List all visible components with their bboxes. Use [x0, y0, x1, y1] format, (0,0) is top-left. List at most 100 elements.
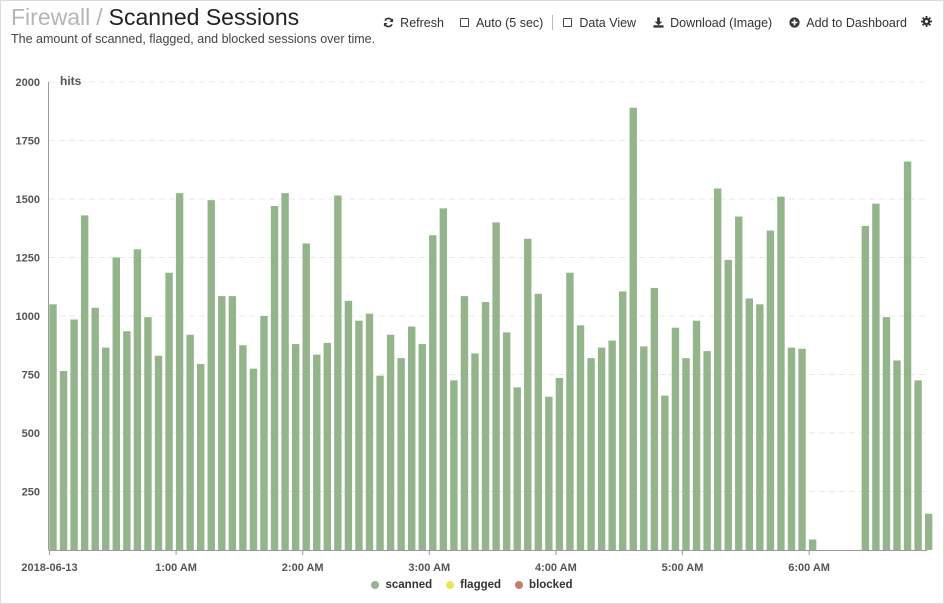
bar-scanned: [376, 375, 384, 550]
breadcrumb: Firewall / Scanned Sessions: [11, 3, 375, 31]
y-tick-label: 2000: [16, 77, 40, 89]
y-tick-label: 500: [22, 428, 40, 440]
bar-scanned: [450, 380, 458, 550]
bar-scanned: [260, 316, 268, 550]
bar-scanned: [471, 353, 479, 550]
bar-scanned: [492, 222, 500, 550]
bar-scanned: [756, 304, 764, 550]
settings-button[interactable]: [921, 15, 932, 30]
checkbox-icon[interactable]: [459, 18, 469, 27]
bar-scanned: [218, 296, 226, 550]
bar-scanned: [291, 344, 300, 550]
x-tick-label: 4:00 AM: [535, 562, 577, 574]
bar-scanned: [302, 243, 310, 550]
bar-scanned: [903, 161, 912, 550]
bar-scanned: [207, 200, 215, 551]
bar-scanned: [70, 319, 78, 550]
bar-scanned: [682, 358, 690, 550]
bar-scanned: [344, 300, 353, 550]
bar-scanned: [692, 320, 701, 550]
bar-scanned: [861, 225, 870, 550]
legend-swatch-scanned: [371, 581, 380, 589]
bar-scanned: [502, 332, 511, 550]
x-tick-label: 3:00 AM: [408, 562, 450, 574]
bar-scanned: [766, 230, 775, 550]
bar-scanned: [555, 378, 564, 550]
bar-scanned: [386, 334, 395, 550]
bar-scanned: [334, 195, 342, 551]
data-view-toggle[interactable]: Data View: [563, 16, 636, 30]
download-image-button[interactable]: Download (Image): [653, 16, 772, 30]
bar-scanned: [281, 193, 289, 550]
checkbox-icon[interactable]: [563, 18, 573, 27]
page-title: Scanned Sessions: [108, 4, 300, 30]
breadcrumb-parent[interactable]: Firewall: [11, 4, 91, 30]
bar-scanned: [745, 298, 753, 550]
y-tick-label: 750: [22, 370, 40, 382]
bar-scanned: [576, 325, 585, 550]
bar-scanned: [49, 304, 57, 550]
bar-scanned: [133, 249, 142, 550]
x-tick-label: 6:00 AM: [788, 562, 830, 574]
bar-scanned: [893, 360, 901, 550]
bar-scanned: [735, 216, 743, 551]
refresh-button[interactable]: Refresh: [383, 16, 444, 30]
bar-scanned: [270, 206, 279, 550]
auto-refresh-label: Auto (5 sec): [475, 15, 544, 30]
toolbar-divider: [552, 15, 554, 30]
x-tick-label: 2018-06-13: [21, 562, 77, 574]
plus-circle-icon: [789, 17, 800, 28]
bar-scanned: [671, 327, 680, 550]
y-tick-label: 1500: [16, 194, 40, 206]
bar-scanned: [397, 358, 405, 550]
bar-scanned: [59, 370, 68, 550]
bar-scanned: [924, 513, 933, 550]
bar-scanned: [724, 259, 732, 550]
add-to-dashboard-button[interactable]: Add to Dashboard: [789, 16, 907, 30]
bar-scanned: [365, 313, 374, 550]
refresh-icon: [384, 17, 394, 28]
bar-scanned: [650, 287, 659, 550]
toolbar: Refresh Auto (5 sec) Data View Download …: [383, 15, 932, 30]
bar-scanned: [165, 272, 173, 550]
bar-scanned: [629, 107, 637, 551]
y-tick-label: 1000: [16, 311, 40, 323]
bar-scanned: [80, 215, 89, 550]
bar-scanned: [534, 293, 542, 550]
add-to-dashboard-label: Add to Dashboard: [806, 15, 907, 30]
bar-scanned: [566, 272, 574, 550]
y-tick-label: 1750: [16, 136, 40, 148]
bar-scanned: [355, 320, 363, 550]
bar-scanned: [640, 346, 648, 550]
bar-scanned: [777, 196, 785, 550]
bar-scanned: [882, 317, 891, 550]
legend-item-flagged[interactable]: flagged: [446, 579, 501, 591]
bar-scanned: [513, 387, 521, 550]
gear-icon: [921, 15, 932, 27]
bar-scanned: [313, 354, 321, 550]
bar-scanned: [460, 296, 469, 550]
bar-scanned: [418, 344, 426, 550]
bar-scanned: [661, 395, 669, 550]
bar-scanned: [323, 342, 331, 550]
bar-scanned: [808, 539, 817, 550]
bar-scanned: [619, 291, 627, 550]
panel-description: The amount of scanned, flagged, and bloc…: [11, 32, 376, 46]
breadcrumb-separator: /: [96, 4, 103, 30]
bar-scanned: [524, 238, 532, 550]
bar-scanned: [914, 380, 922, 550]
legend-item-blocked[interactable]: blocked: [515, 579, 573, 591]
legend-swatch-flagged: [446, 581, 455, 589]
bar-scanned: [112, 257, 120, 550]
legend-label-blocked: blocked: [529, 579, 573, 591]
legend-label-scanned: scanned: [385, 579, 433, 591]
chart-legend: scanned flagged blocked: [0, 579, 944, 591]
legend-item-scanned[interactable]: scanned: [371, 579, 432, 591]
bar-scanned: [798, 348, 806, 550]
bar-scanned: [787, 347, 796, 550]
auto-refresh-toggle[interactable]: Auto (5 sec): [459, 15, 544, 30]
bar-scanned: [608, 340, 616, 550]
legend-swatch-blocked: [515, 581, 524, 589]
bar-scanned: [154, 355, 163, 550]
